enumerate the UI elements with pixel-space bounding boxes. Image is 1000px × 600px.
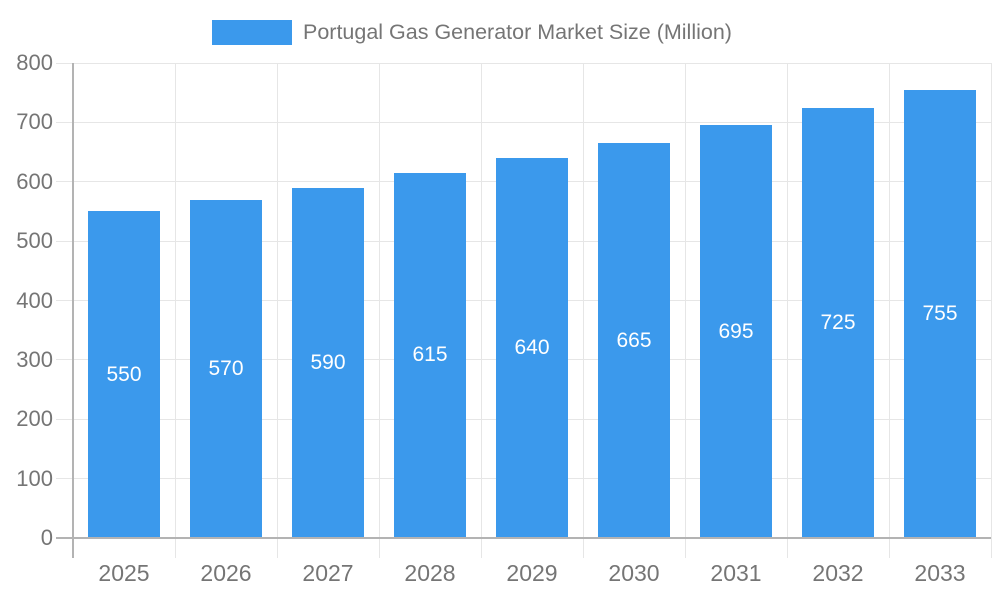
legend: Portugal Gas Generator Market Size (Mill… [212,20,732,45]
x-axis-label-2032: 2032 [812,560,864,586]
gridline-y-700 [56,121,991,123]
y-axis-label-800: 800 [16,50,53,75]
bar-2027[interactable] [292,187,364,537]
bar-2030[interactable] [598,143,670,537]
x-axis-label-2033: 2033 [914,560,966,586]
bar-2026[interactable] [190,199,262,537]
bar-value-2026: 570 [208,356,244,380]
gridline-x-3 [378,63,380,558]
bar-value-2033: 755 [922,301,958,325]
y-axis-line [72,63,74,558]
gridline-x-6 [684,63,686,558]
gridline-y-800 [56,62,991,64]
bar-value-2030: 665 [616,328,652,352]
bar-2025[interactable] [88,211,160,537]
y-axis-label-300: 300 [16,346,53,372]
x-axis-label-2030: 2030 [608,560,660,586]
bar-value-2028: 615 [412,343,448,367]
gridline-x-4 [480,63,482,558]
gridline-x-2 [276,63,278,558]
gridline-x-5 [582,63,584,558]
x-axis-label-2026: 2026 [200,560,252,586]
y-axis-label-400: 400 [16,287,53,313]
x-axis-label-2025: 2025 [98,560,150,586]
bar-value-2025: 550 [106,362,142,386]
bar-value-2029: 640 [514,336,550,359]
x-axis-label-2028: 2028 [404,560,456,586]
bar-value-2031: 695 [718,319,754,343]
bar-2029[interactable] [496,158,568,537]
bar-2033[interactable] [904,89,976,537]
y-axis-label-500: 500 [16,228,53,254]
y-axis-label-100: 100 [16,465,53,491]
y-axis-label-600: 600 [16,168,53,194]
gridline-x-1 [174,63,176,558]
x-axis-line [56,537,991,539]
chart-title: Portugal Gas Generator Market Size (Mill… [303,20,732,44]
legend-swatch [212,20,292,45]
bar-2032[interactable] [802,107,874,537]
y-axis-label-700: 700 [16,109,53,135]
y-axis-label-200: 200 [16,406,53,432]
y-axis-label-0: 0 [40,525,53,550]
bar-2031[interactable] [700,125,772,537]
gridline-x-8 [888,63,890,558]
x-axis-label-2031: 2031 [710,560,762,586]
bar-value-2027: 590 [310,350,346,374]
gridline-x-7 [786,63,788,558]
bar-value-2032: 725 [820,310,856,334]
bar-2028[interactable] [394,172,466,537]
x-axis-label-2029: 2029 [506,560,558,586]
gridline-x-9 [990,63,992,558]
x-axis-label-2027: 2027 [302,560,354,586]
